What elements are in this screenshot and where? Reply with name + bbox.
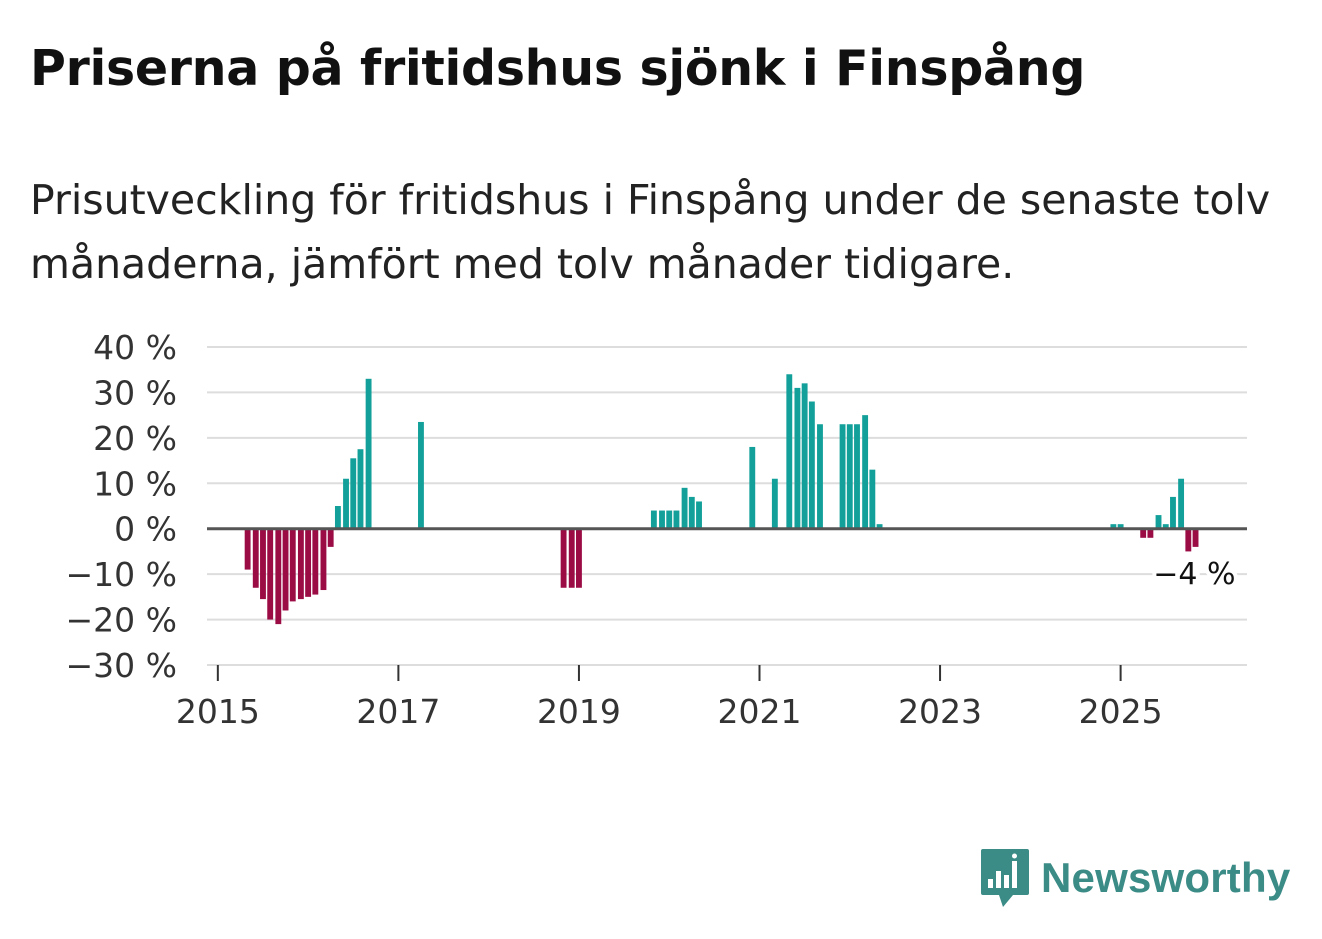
chart-bars [244, 374, 1199, 625]
bar [876, 524, 883, 529]
bar [846, 424, 853, 529]
bar [786, 374, 793, 529]
bar [350, 458, 357, 529]
bar [275, 528, 282, 625]
x-tick-label: 2017 [356, 692, 440, 731]
bar-chart-speech-bubble-icon [981, 849, 1029, 907]
bar [1147, 528, 1154, 538]
bar [1178, 478, 1185, 529]
y-tick-label: 10 % [93, 464, 177, 503]
bar [1110, 524, 1117, 529]
bar [343, 478, 349, 529]
bar [418, 421, 424, 529]
y-tick-label: 0 % [114, 510, 177, 549]
x-tick-label: 2019 [537, 692, 621, 731]
y-tick-label: 20 % [93, 419, 177, 458]
x-tick-label: 2025 [1079, 692, 1163, 731]
bar [771, 478, 778, 529]
bar [817, 424, 823, 529]
bar [808, 401, 815, 529]
y-tick-label: −10 % [66, 555, 178, 594]
bar-chart: 40 %30 %20 %10 %0 %−10 %−20 %−30 % 2015 2… [66, 328, 1247, 731]
bar [297, 528, 304, 600]
bar [794, 387, 801, 529]
bar [688, 496, 695, 529]
bar [260, 528, 266, 600]
brand-name: Newsworthy [1041, 854, 1291, 901]
bar [576, 528, 582, 588]
bar [560, 528, 567, 588]
bar [282, 528, 289, 611]
bar [869, 469, 876, 529]
bar [749, 446, 756, 529]
bar [320, 528, 327, 591]
newsworthy-logo: Newsworthy [979, 847, 1290, 909]
chart-annotations: −4 % [1149, 553, 1239, 596]
bar [1170, 496, 1176, 529]
bar [659, 510, 665, 529]
x-tick-label: 2023 [898, 692, 982, 731]
bar [312, 528, 319, 595]
bar [696, 501, 702, 529]
y-axis-ticks: 40 % 30 % 20 % 10 % 0 % −10 % −20 % −30 % [66, 328, 178, 685]
y-tick-label: −30 % [66, 646, 178, 685]
bar [334, 506, 341, 529]
bar [666, 510, 673, 529]
chart-gridlines [207, 346, 1247, 666]
bar [305, 528, 312, 597]
bar [357, 449, 364, 529]
bar [801, 383, 808, 529]
bar [854, 424, 860, 529]
bar [1140, 528, 1147, 538]
chart-subtitle: Prisutveckling för fritidshus i Finspång… [30, 176, 1271, 288]
x-tick-label: 2021 [718, 692, 802, 731]
bar [839, 424, 846, 529]
bar [1185, 528, 1192, 552]
x-tick-label: 2015 [176, 692, 260, 731]
bar [650, 510, 657, 529]
bar [568, 528, 575, 588]
bar [244, 528, 251, 570]
bar [673, 510, 680, 529]
bar [1117, 524, 1124, 529]
bar [327, 528, 334, 547]
bar [681, 487, 688, 529]
y-tick-label: 40 % [93, 328, 177, 367]
bar [365, 378, 372, 529]
chart-title: Priserna på fritidshus sjönk i Finspång [30, 40, 1086, 97]
bar [252, 528, 259, 588]
last-value-label: −4 % [1153, 557, 1235, 592]
bar [1162, 524, 1169, 529]
bar [1155, 515, 1162, 529]
y-tick-label: −20 % [66, 601, 178, 640]
bar [289, 528, 296, 602]
y-tick-label: 30 % [93, 373, 177, 412]
bar [1192, 528, 1199, 547]
x-axis-ticks: 2015 2017 2019 2021 2023 2025 [176, 665, 1163, 731]
bar [862, 415, 869, 529]
bar [267, 528, 274, 620]
